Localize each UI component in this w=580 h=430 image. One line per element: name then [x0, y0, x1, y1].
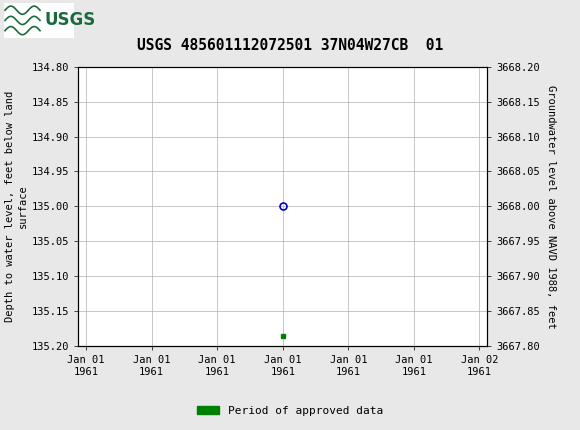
Text: USGS: USGS	[44, 12, 95, 29]
FancyBboxPatch shape	[4, 3, 74, 38]
Y-axis label: Groundwater level above NAVD 1988, feet: Groundwater level above NAVD 1988, feet	[546, 85, 556, 328]
Text: USGS 485601112072501 37N04W27CB  01: USGS 485601112072501 37N04W27CB 01	[137, 38, 443, 52]
Legend: Period of approved data: Period of approved data	[193, 401, 387, 420]
Y-axis label: Depth to water level, feet below land
surface: Depth to water level, feet below land su…	[5, 91, 28, 322]
